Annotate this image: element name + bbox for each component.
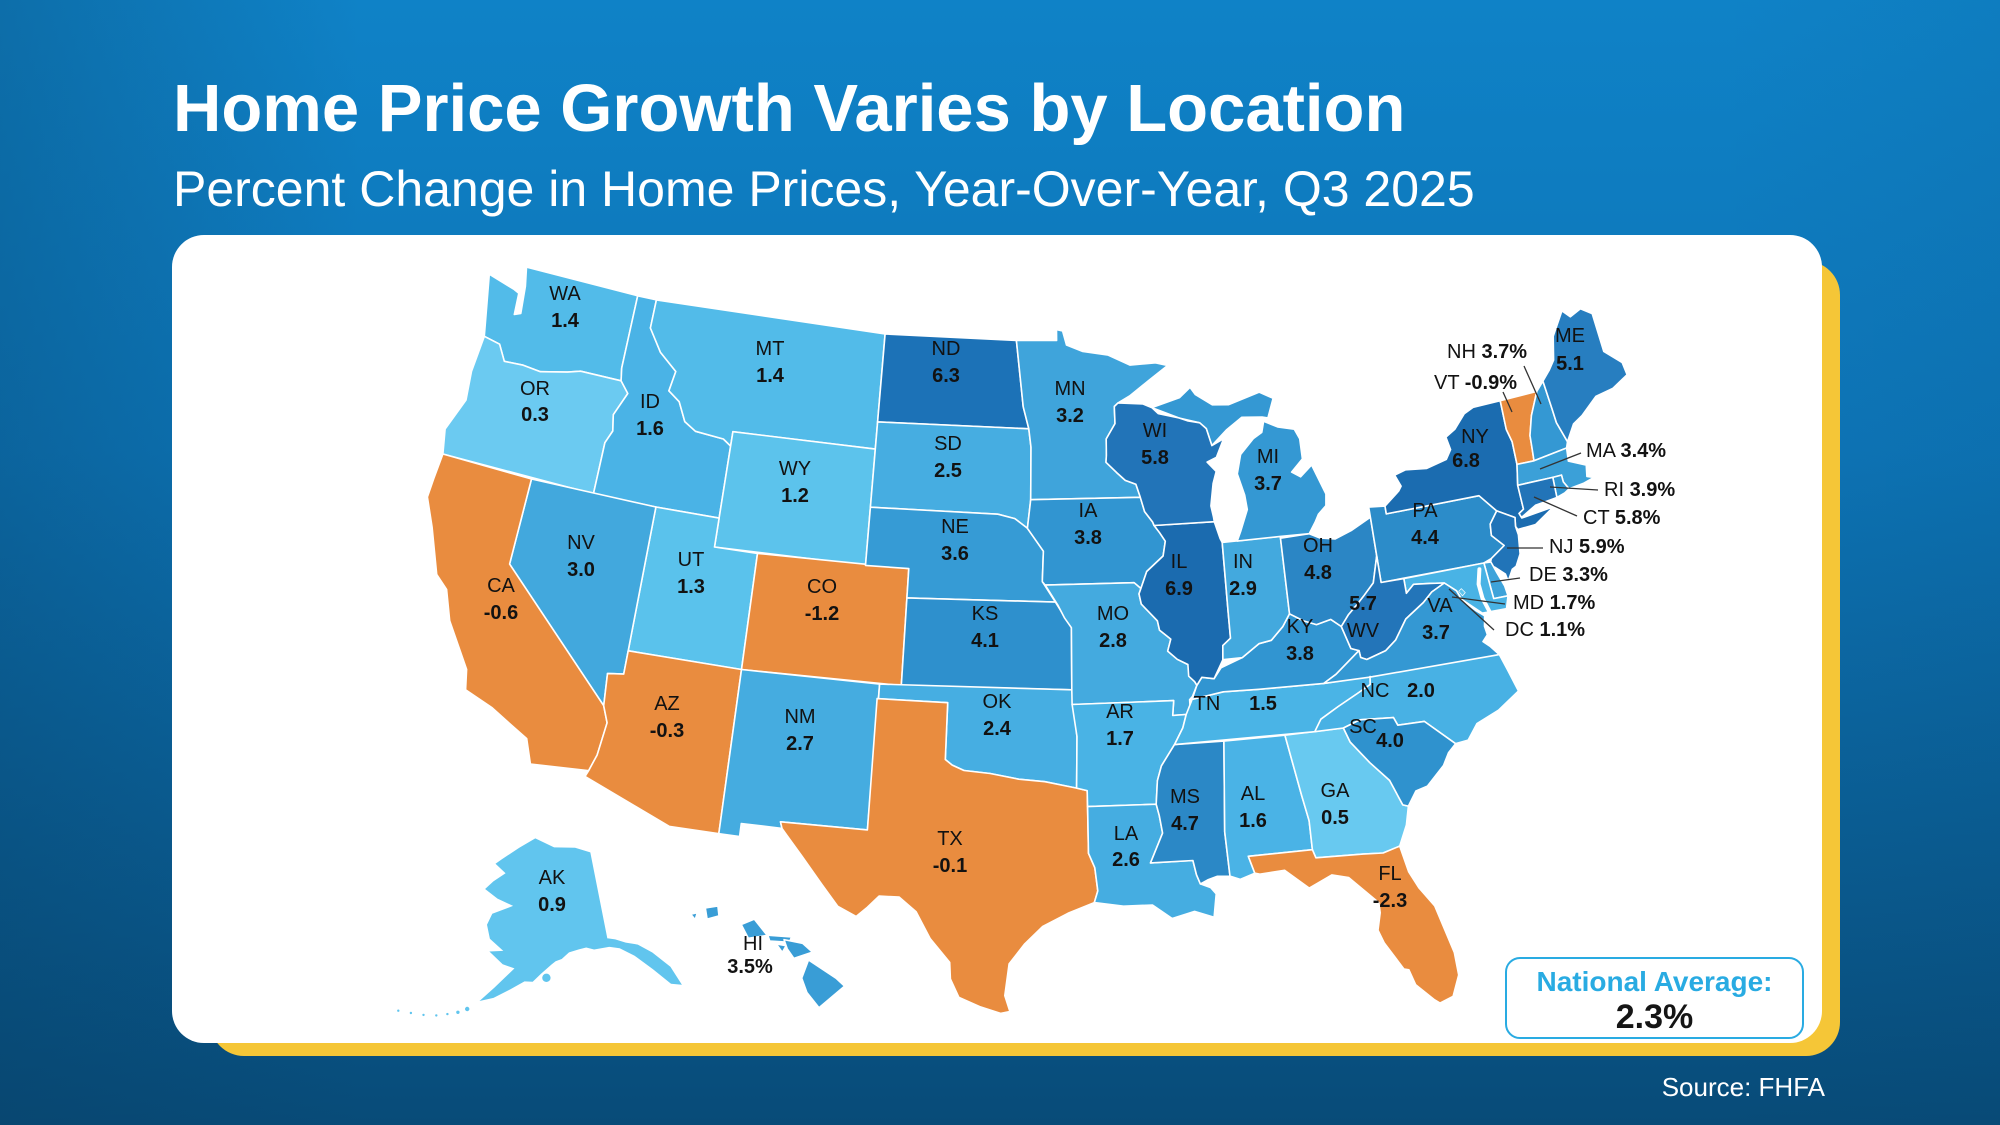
svg-text:MI: MI bbox=[1257, 446, 1279, 468]
svg-text:NH 3.7%: NH 3.7% bbox=[1447, 341, 1527, 363]
svg-text:TX: TX bbox=[937, 828, 963, 850]
svg-text:1.7: 1.7 bbox=[1106, 728, 1134, 750]
svg-text:2.4: 2.4 bbox=[983, 718, 1012, 740]
svg-text:ME: ME bbox=[1555, 325, 1585, 347]
svg-text:CT 5.8%: CT 5.8% bbox=[1583, 507, 1661, 529]
svg-text:DE 3.3%: DE 3.3% bbox=[1529, 564, 1608, 586]
svg-text:6.9: 6.9 bbox=[1165, 578, 1193, 600]
svg-text:NC: NC bbox=[1361, 680, 1390, 702]
svg-text:RI 3.9%: RI 3.9% bbox=[1604, 479, 1675, 501]
svg-text:UT: UT bbox=[678, 549, 705, 571]
svg-text:MO: MO bbox=[1097, 603, 1129, 625]
svg-text:CO: CO bbox=[807, 576, 837, 598]
svg-text:1.4: 1.4 bbox=[756, 365, 785, 387]
svg-text:0.3: 0.3 bbox=[521, 404, 549, 426]
svg-text:3.8: 3.8 bbox=[1074, 527, 1102, 549]
svg-text:3.5%: 3.5% bbox=[727, 956, 773, 978]
svg-text:2.9: 2.9 bbox=[1229, 578, 1257, 600]
svg-text:2.5: 2.5 bbox=[934, 460, 962, 482]
svg-text:-0.1: -0.1 bbox=[933, 855, 967, 877]
svg-text:MD 1.7%: MD 1.7% bbox=[1513, 592, 1595, 614]
svg-text:-0.3: -0.3 bbox=[650, 720, 684, 742]
svg-text:CA: CA bbox=[487, 575, 515, 597]
svg-text:MS: MS bbox=[1170, 786, 1200, 808]
svg-text:2.0: 2.0 bbox=[1407, 680, 1435, 702]
svg-text:VT -0.9%: VT -0.9% bbox=[1434, 372, 1517, 394]
svg-text:4.4: 4.4 bbox=[1411, 527, 1440, 549]
svg-text:1.2: 1.2 bbox=[781, 485, 809, 507]
svg-text:AL: AL bbox=[1241, 783, 1265, 805]
svg-text:5.1: 5.1 bbox=[1556, 353, 1584, 375]
svg-text:1.5: 1.5 bbox=[1249, 693, 1277, 715]
svg-text:HI: HI bbox=[743, 933, 763, 955]
svg-text:4.7: 4.7 bbox=[1171, 813, 1199, 835]
svg-text:PA: PA bbox=[1412, 500, 1438, 522]
svg-text:ND: ND bbox=[932, 338, 961, 360]
svg-text:IN: IN bbox=[1233, 551, 1253, 573]
svg-text:3.6: 3.6 bbox=[941, 543, 969, 565]
svg-text:6.8: 6.8 bbox=[1452, 450, 1480, 472]
svg-text:IA: IA bbox=[1079, 500, 1099, 522]
svg-text:MA 3.4%: MA 3.4% bbox=[1586, 440, 1666, 462]
svg-text:AK: AK bbox=[539, 867, 566, 889]
svg-text:IL: IL bbox=[1171, 551, 1188, 573]
svg-text:-1.2: -1.2 bbox=[805, 603, 839, 625]
svg-text:6.3: 6.3 bbox=[932, 365, 960, 387]
svg-text:WY: WY bbox=[779, 458, 811, 480]
svg-text:LA: LA bbox=[1114, 823, 1139, 845]
svg-text:NJ 5.9%: NJ 5.9% bbox=[1549, 536, 1625, 558]
svg-text:AR: AR bbox=[1106, 701, 1134, 723]
svg-text:ID: ID bbox=[640, 391, 660, 413]
svg-text:3.8: 3.8 bbox=[1286, 643, 1314, 665]
svg-text:TN: TN bbox=[1194, 693, 1221, 715]
svg-text:5.8: 5.8 bbox=[1141, 447, 1169, 469]
svg-text:MT: MT bbox=[756, 338, 785, 360]
svg-text:GA: GA bbox=[1321, 780, 1351, 802]
svg-text:5.7: 5.7 bbox=[1349, 593, 1377, 615]
svg-text:WA: WA bbox=[549, 283, 581, 305]
svg-text:DC 1.1%: DC 1.1% bbox=[1505, 619, 1585, 641]
svg-text:3.2: 3.2 bbox=[1056, 405, 1084, 427]
svg-text:AZ: AZ bbox=[654, 693, 680, 715]
svg-text:NY: NY bbox=[1461, 426, 1489, 448]
svg-text:MN: MN bbox=[1054, 378, 1085, 400]
svg-text:3.7: 3.7 bbox=[1254, 473, 1282, 495]
svg-text:NM: NM bbox=[784, 706, 815, 728]
svg-text:0.9: 0.9 bbox=[538, 894, 566, 916]
svg-text:NV: NV bbox=[567, 532, 595, 554]
svg-text:SD: SD bbox=[934, 433, 962, 455]
svg-text:1.4: 1.4 bbox=[551, 310, 580, 332]
svg-text:OK: OK bbox=[983, 691, 1013, 713]
svg-text:4.0: 4.0 bbox=[1376, 730, 1404, 752]
svg-text:OR: OR bbox=[520, 378, 550, 400]
svg-text:0.5: 0.5 bbox=[1321, 807, 1349, 829]
svg-text:WI: WI bbox=[1143, 420, 1167, 442]
svg-text:4.8: 4.8 bbox=[1304, 562, 1332, 584]
svg-text:1.6: 1.6 bbox=[1239, 810, 1267, 832]
svg-text:-2.3: -2.3 bbox=[1373, 890, 1407, 912]
svg-text:WV: WV bbox=[1347, 620, 1380, 642]
svg-text:3.7: 3.7 bbox=[1422, 622, 1450, 644]
svg-text:2.6: 2.6 bbox=[1112, 849, 1140, 871]
svg-text:-0.6: -0.6 bbox=[484, 602, 518, 624]
svg-text:4.1: 4.1 bbox=[971, 630, 999, 652]
svg-text:1.3: 1.3 bbox=[677, 576, 705, 598]
svg-text:VA: VA bbox=[1427, 595, 1453, 617]
svg-text:SC: SC bbox=[1349, 716, 1377, 738]
svg-text:FL: FL bbox=[1378, 863, 1401, 885]
svg-text:2.7: 2.7 bbox=[786, 733, 814, 755]
svg-text:KY: KY bbox=[1287, 616, 1314, 638]
svg-text:KS: KS bbox=[972, 603, 999, 625]
svg-text:NE: NE bbox=[941, 516, 969, 538]
svg-text:OH: OH bbox=[1303, 535, 1333, 557]
svg-text:3.0: 3.0 bbox=[567, 559, 595, 581]
svg-text:1.6: 1.6 bbox=[636, 418, 664, 440]
svg-text:2.8: 2.8 bbox=[1099, 630, 1127, 652]
